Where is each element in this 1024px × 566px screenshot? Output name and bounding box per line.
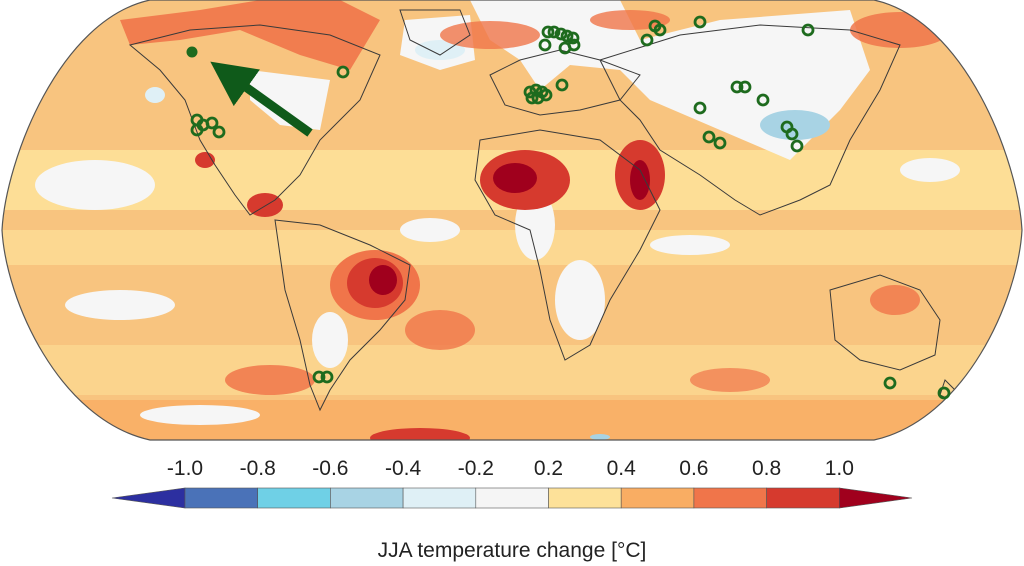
colorbar-tick-label: -0.2 — [458, 457, 494, 480]
station-marker — [653, 23, 667, 37]
colorbar-tick-label: -1.0 — [167, 457, 203, 480]
station-marker — [525, 91, 539, 105]
station-marker — [567, 38, 581, 52]
station-marker — [555, 78, 569, 92]
station-marker — [547, 25, 561, 39]
colorbar-tick-label: -0.8 — [240, 457, 276, 480]
station-marker — [212, 125, 226, 139]
station-marker — [560, 29, 574, 43]
direction-arrow — [210, 61, 313, 137]
colorbar-extend-low — [111, 487, 186, 509]
colorbar-swatch — [766, 487, 840, 509]
colorbar-swatch — [620, 487, 695, 509]
station-marker — [320, 370, 334, 384]
station-marker — [531, 91, 545, 105]
coastlines — [128, 9, 956, 412]
colorbar-swatches — [111, 487, 913, 509]
station-marker — [541, 25, 555, 39]
station-marker — [640, 33, 654, 47]
colorbar-swatch — [475, 487, 549, 509]
colorbar-swatch — [548, 487, 622, 509]
station-marker — [713, 136, 727, 150]
colorbar-swatch — [402, 487, 477, 509]
colorbar-tick-label: 0.8 — [752, 457, 781, 480]
station-marker — [336, 65, 350, 79]
station-marker — [693, 101, 707, 115]
station-marker — [538, 38, 552, 52]
colorbar-swatch — [330, 487, 404, 509]
station-marker — [801, 23, 815, 37]
coast-australia — [829, 274, 941, 371]
station-marker — [738, 80, 752, 94]
colorbar-tick-label: 0.6 — [679, 457, 708, 480]
world-map — [1, 0, 1023, 441]
highlighted-station — [186, 46, 198, 58]
cool-regions — [145, 40, 830, 440]
colorbar-tick-label: 1.0 — [825, 457, 854, 480]
station-marker — [756, 93, 770, 107]
station-marker — [312, 370, 326, 384]
station-marker — [205, 116, 219, 130]
colorbar-title: JJA temperature change [°C] — [378, 539, 647, 562]
station-marker — [523, 85, 537, 99]
coast-south-america — [274, 219, 411, 412]
colorbar-swatch — [693, 487, 767, 509]
station-marker — [702, 130, 716, 144]
colorbar-tick-label: -0.4 — [385, 457, 422, 480]
colorbar-tick-label: 0.2 — [534, 457, 563, 480]
station-marker — [937, 386, 951, 400]
station-marker — [554, 27, 568, 41]
coast-africa — [474, 129, 661, 361]
colorbar-tick-labels: -1.0 -0.8 -0.6 -0.4 -0.2 0.2 0.4 0.6 0.8 1.0 — [167, 457, 854, 480]
station-marker — [883, 376, 897, 390]
coast-europe — [489, 49, 641, 116]
coast-greenland — [399, 9, 471, 56]
station-marker — [790, 139, 804, 153]
colorbar: -1.0 -0.8 -0.6 -0.4 -0.2 0.2 0.4 0.6 0.8 1.0 JJA … — [111, 457, 913, 562]
station-marker — [785, 127, 799, 141]
colorbar-swatch — [257, 487, 331, 509]
station-marker — [693, 15, 707, 29]
station-marker — [566, 31, 580, 45]
colorbar-extend-high — [838, 487, 913, 509]
station-markers — [190, 15, 951, 400]
station-marker — [190, 123, 204, 137]
colorbar-tick-label: -0.6 — [312, 457, 348, 480]
station-marker — [730, 80, 744, 94]
map-frame — [1, 0, 1023, 441]
colorbar-swatch — [184, 487, 258, 509]
colorbar-tick-label: 0.4 — [607, 457, 637, 480]
